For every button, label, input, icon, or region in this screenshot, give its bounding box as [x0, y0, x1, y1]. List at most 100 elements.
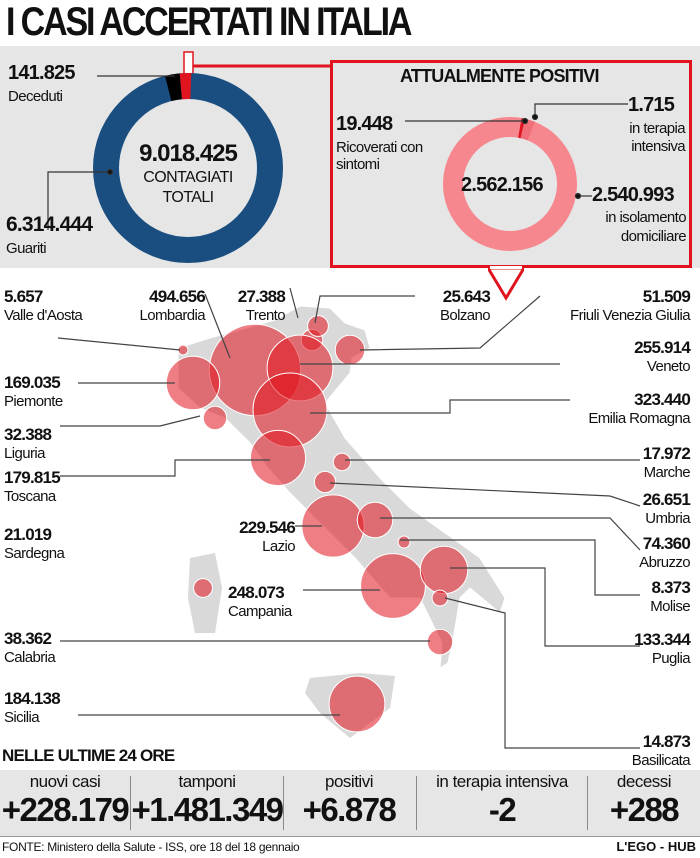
- region-label: 133.344 Puglia: [600, 630, 691, 668]
- leader-lines: [57, 287, 641, 749]
- bubble-toscana: [249, 429, 307, 487]
- region-value: 8.373: [651, 578, 690, 597]
- region-label: 26.651 Umbria: [600, 490, 691, 528]
- region-name: Lazio: [262, 538, 295, 555]
- source-text: FONTE: Ministero della Salute - ISS, ore…: [2, 840, 300, 854]
- total-center: 9.018.425 CONTAGIATI TOTALI: [108, 140, 268, 208]
- positivi-title: ATTUALMENTE POSITIVI: [400, 66, 599, 86]
- region-label: 255.914 Veneto: [560, 338, 691, 376]
- stat-tamponi: tamponi +1.481.349: [131, 770, 284, 836]
- stat-value: +288: [609, 791, 680, 828]
- region-label: 229.546 Lazio: [215, 518, 296, 556]
- stat-value: -2: [488, 791, 517, 828]
- stat-label: tamponi: [178, 772, 236, 791]
- guariti-label: Guariti: [6, 240, 47, 257]
- region-value: 5.657: [4, 287, 43, 306]
- stat-label: nuovi casi: [29, 772, 101, 791]
- region-name: Marche: [643, 464, 691, 481]
- region-name: Calabria: [4, 649, 56, 666]
- stat-label: in terapia intensiva: [436, 772, 568, 791]
- region-value: 133.344: [634, 630, 691, 649]
- region-value: 74.360: [642, 534, 691, 553]
- region-value: 169.035: [4, 373, 61, 392]
- bubble-campania: [360, 553, 426, 619]
- bubble-marche: [332, 452, 352, 472]
- terapia-label: in terapia intensiva: [629, 120, 685, 155]
- stat-value: +6.878: [302, 791, 397, 828]
- region-name: Piemonte: [4, 393, 63, 410]
- ricoverati-value: 19.448: [336, 113, 393, 135]
- region-value: 51.509: [642, 287, 691, 306]
- bubble-calabria: [426, 628, 454, 656]
- region-name: Emilia Romagna: [588, 410, 690, 427]
- region-label: 17.972 Marche: [600, 444, 691, 482]
- region-label: 38.362 Calabria: [4, 629, 56, 667]
- deceduti-label: Deceduti: [8, 88, 63, 105]
- region-label: 14.873 Basilicata: [600, 732, 691, 770]
- region-label: 323.440 Emilia Romagna: [540, 390, 690, 428]
- donut-slice-isolamento: [443, 117, 577, 251]
- region-value: 26.651: [642, 490, 691, 509]
- region-name: Bolzano: [439, 307, 491, 324]
- stat-label: positivi: [325, 772, 373, 791]
- donut-slice-deceduti: [93, 73, 283, 263]
- region-value: 38.362: [4, 629, 52, 648]
- region-name: Sicilia: [4, 709, 40, 726]
- bubble-liguria: [202, 405, 228, 431]
- region-name: Puglia: [651, 650, 691, 667]
- stat-decessi: decessi +288: [588, 770, 700, 836]
- region-label: 494.656 Lombardia: [100, 287, 206, 325]
- stat-terapia-intensiva: in terapia intensiva -2: [417, 770, 587, 836]
- region-name: Basilicata: [631, 752, 691, 769]
- bubble-sicilia: [328, 675, 386, 733]
- bubble-bolzano: [307, 315, 329, 337]
- stat-value: +228.179: [1, 791, 130, 828]
- region-value: 494.656: [149, 287, 206, 306]
- region-value: 27.388: [237, 287, 286, 306]
- region-label: 248.073 Campania: [228, 583, 292, 621]
- stat-label: decessi: [616, 772, 672, 791]
- region-label: 51.509 Friuli Venezia Giulia: [520, 287, 691, 325]
- region-value: 229.546: [239, 518, 296, 537]
- isolamento-value: 2.540.993: [592, 184, 675, 206]
- bubble-abruzzo: [356, 501, 394, 539]
- region-name: Toscana: [4, 488, 56, 505]
- total-label-1: CONTAGIATI: [143, 169, 233, 186]
- region-label: 21.019 Sardegna: [4, 525, 65, 563]
- region-value: 14.873: [642, 732, 691, 751]
- region-name: Liguria: [4, 445, 45, 462]
- region-name: Sardegna: [4, 545, 65, 562]
- terapia-value: 1.715: [628, 94, 675, 116]
- region-label: 169.035 Piemonte: [4, 373, 63, 411]
- region-label: 8.373 Molise: [600, 578, 691, 616]
- region-value: 179.815: [4, 468, 61, 487]
- isolamento-label: in isolamento domiciliare: [605, 209, 686, 245]
- region-value: 248.073: [228, 583, 285, 602]
- stat-nuovi-casi: nuovi casi +228.179: [0, 770, 130, 836]
- connector-line: [190, 64, 330, 72]
- bubble-basilicata: [431, 589, 449, 607]
- region-label: 25.643 Bolzano: [410, 287, 491, 325]
- region-label: 5.657 Valle d'Aosta: [4, 287, 83, 325]
- region-label: 32.388 Liguria: [4, 425, 52, 463]
- donut-slice-terapia: [443, 117, 577, 251]
- donut-slice-positivi: [93, 73, 283, 263]
- region-label: 74.360 Abruzzo: [600, 534, 691, 572]
- footer: FONTE: Ministero della Salute - ISS, ore…: [0, 836, 700, 858]
- last24-panel: nuovi casi +228.179 tamponi +1.481.349 pos…: [0, 770, 700, 836]
- deceduti-value: 141.825: [8, 62, 75, 84]
- positivi-center-value: 2.562.156: [461, 174, 544, 196]
- donut-charts: [47, 51, 628, 263]
- bubble-molise: [397, 535, 411, 549]
- bubble-umbria: [313, 470, 337, 494]
- total-value: 9.018.425: [139, 140, 238, 167]
- region-name: Abruzzo: [639, 554, 690, 571]
- positives-marker: [183, 51, 194, 75]
- box-pointer: [488, 266, 524, 301]
- region-label: 184.138 Sicilia: [4, 689, 61, 727]
- region-label: 179.815 Toscana: [4, 468, 61, 506]
- guariti-value: 6.314.444: [6, 213, 93, 236]
- bubble-sardegna: [193, 578, 213, 598]
- total-label-2: TOTALI: [162, 189, 215, 206]
- region-name: Friuli Venezia Giulia: [570, 307, 691, 324]
